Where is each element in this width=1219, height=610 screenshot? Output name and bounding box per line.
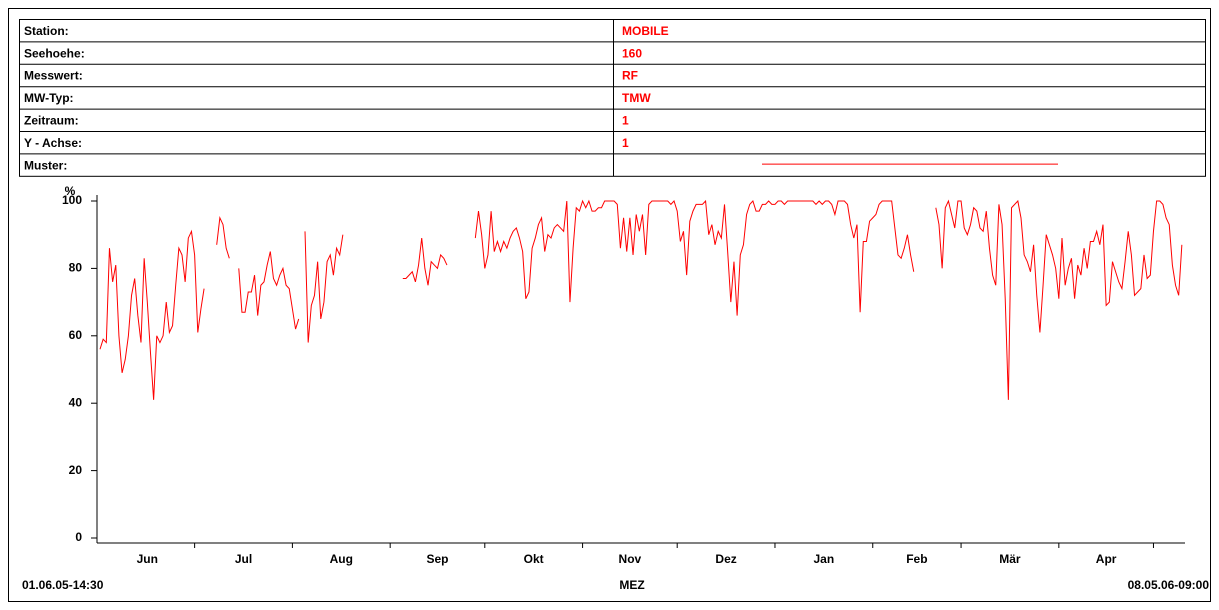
y-tick-label: 20	[69, 463, 83, 477]
footer-end: 08.05.06-09:00	[1128, 578, 1210, 592]
footer-start: 01.06.05-14:30	[22, 578, 104, 592]
row-label: Seehoehe:	[24, 46, 85, 60]
x-tick-label: Okt	[524, 552, 544, 566]
footer-zone: MEZ	[619, 578, 644, 592]
row-label: Zeitraum:	[24, 113, 79, 127]
data-line	[99, 229, 205, 400]
y-tick-label: 80	[69, 261, 83, 275]
row-value: RF	[622, 69, 638, 83]
row-value: TMW	[622, 91, 651, 105]
x-tick-label: Feb	[906, 552, 927, 566]
frame	[8, 8, 1211, 602]
y-axis-label: %	[65, 184, 76, 198]
data-line	[474, 199, 915, 316]
row-value: 160	[622, 46, 642, 60]
x-tick-label: Jan	[814, 552, 835, 566]
x-tick-label: Jul	[235, 552, 252, 566]
y-tick-label: 100	[62, 193, 82, 207]
row-value: 1	[622, 113, 629, 127]
row-label: MW-Typ:	[24, 91, 74, 105]
row-value: MOBILE	[622, 24, 669, 38]
x-tick-label: Aug	[330, 552, 353, 566]
table-border	[19, 19, 1206, 177]
x-tick-label: Dez	[715, 552, 736, 566]
data-line	[935, 199, 1183, 400]
x-tick-label: Sep	[426, 552, 448, 566]
data-line	[402, 238, 448, 286]
data-line	[216, 216, 230, 259]
row-label: Station:	[24, 24, 69, 38]
x-tick-label: Jun	[137, 552, 158, 566]
y-tick-label: 60	[69, 328, 83, 342]
y-tick-label: 40	[69, 395, 83, 409]
row-label: Y - Achse:	[24, 136, 82, 150]
x-tick-label: Apr	[1096, 552, 1117, 566]
row-label: Muster:	[24, 158, 67, 172]
y-tick-label: 0	[75, 530, 82, 544]
x-tick-label: Nov	[619, 552, 642, 566]
data-line	[238, 251, 300, 330]
info-table: Station: MOBILE Seehoehe: 160 Messwert: RF MW-…	[19, 19, 1206, 177]
row-label: Messwert:	[24, 69, 83, 83]
chart: % 0 20 40 60 80 100 Jun Jul Aug Sep Okt Nov Dez Jan Fe…	[62, 184, 1185, 566]
row-value: 1	[622, 136, 629, 150]
data-line	[304, 231, 344, 343]
x-tick-label: Mär	[999, 552, 1021, 566]
